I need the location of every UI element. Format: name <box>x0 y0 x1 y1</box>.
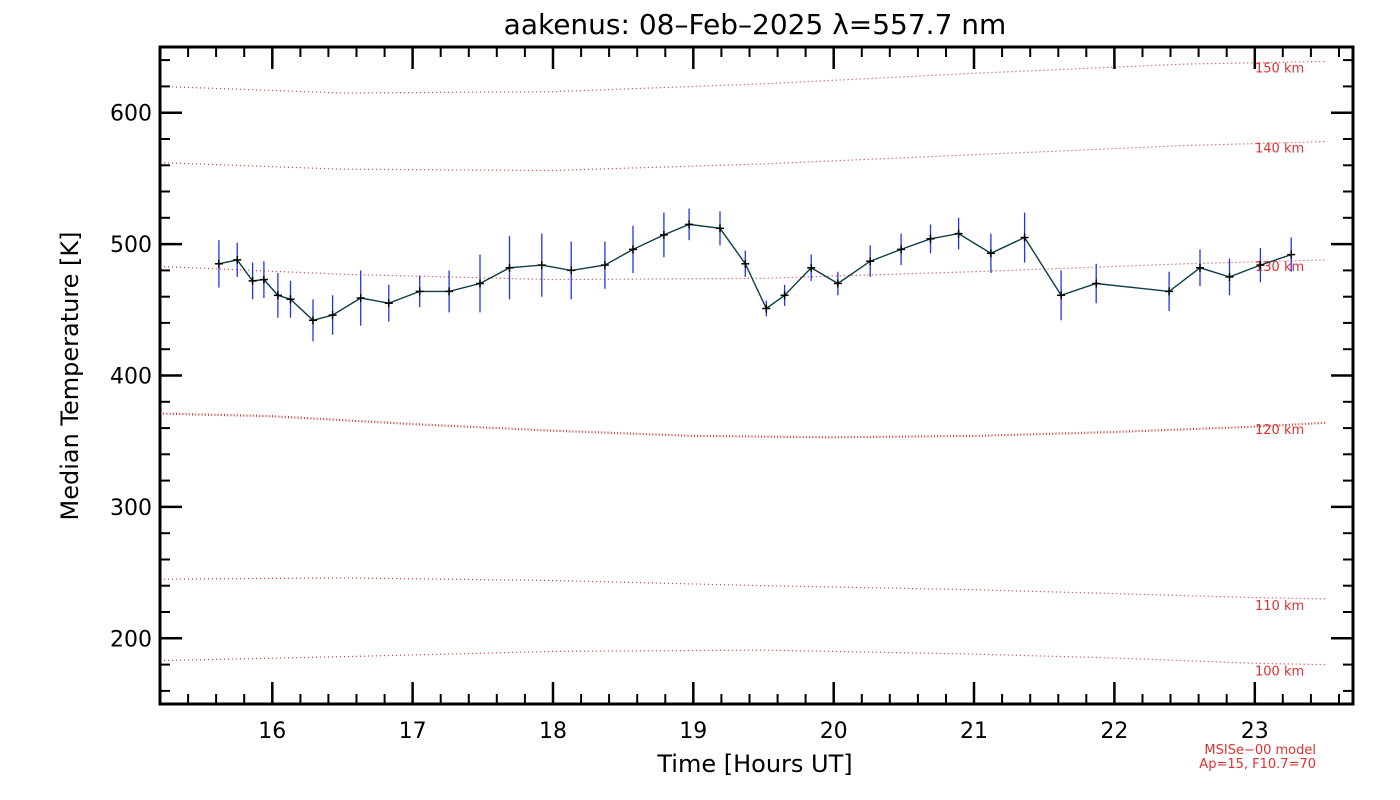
data-point <box>415 287 424 296</box>
data-point <box>476 279 484 288</box>
model-curve-150km <box>159 60 1325 94</box>
model-curve-130km <box>159 259 1325 281</box>
data-point <box>445 287 454 296</box>
model-curve-110km <box>159 577 1325 600</box>
model-curve-label: 130 km <box>1255 260 1304 275</box>
y-axis-label: Median Temperature [K] <box>56 231 84 520</box>
data-point <box>741 259 750 268</box>
data-point <box>897 245 906 254</box>
x-tick-label: 23 <box>1241 719 1269 744</box>
data-point <box>567 266 576 275</box>
data-point <box>248 276 257 285</box>
data-point <box>1256 261 1265 270</box>
model-curves: 100 km 110 km 120 km 130 km 140 km 150 km <box>159 60 1325 680</box>
x-tick-label: 22 <box>1100 719 1128 744</box>
data-point <box>1020 233 1029 242</box>
data-point <box>1092 279 1101 288</box>
model-curve-label: 120 km <box>1255 423 1304 438</box>
model-curve-label: 150 km <box>1255 62 1304 77</box>
data-point <box>537 261 546 270</box>
y-tick-label: 200 <box>110 627 152 652</box>
data-point <box>328 311 337 320</box>
data-point <box>356 294 365 302</box>
axis-ticks: 16 17 18 19 20 21 22 23 200 300 400 500 600 <box>110 47 1353 744</box>
data-point <box>833 279 842 288</box>
data-point <box>600 261 609 270</box>
x-tick-label: 17 <box>399 719 427 744</box>
x-tick-label: 20 <box>820 719 848 744</box>
series-line <box>218 223 1292 322</box>
x-tick-label: 18 <box>539 719 567 744</box>
y-tick-label: 600 <box>110 102 152 127</box>
data-point <box>505 263 514 272</box>
data-point <box>659 230 668 239</box>
data-point <box>1165 287 1174 296</box>
data-point <box>384 299 393 308</box>
model-params-note: Ap=15, F10.7=70 <box>1199 757 1316 772</box>
y-tick-label: 400 <box>110 365 152 390</box>
data-point <box>780 291 789 300</box>
data-series <box>214 208 1296 342</box>
data-point <box>1196 263 1204 272</box>
x-tick-label: 19 <box>679 719 707 744</box>
x-axis-label: Time [Hours UT] <box>656 750 852 778</box>
data-point <box>1057 291 1066 300</box>
model-curve-140km <box>159 141 1325 172</box>
x-tick-label: 21 <box>960 719 988 744</box>
model-curve-label: 110 km <box>1255 599 1304 614</box>
data-point <box>762 304 771 313</box>
x-tick-label: 16 <box>258 719 286 744</box>
y-tick-label: 300 <box>110 496 152 521</box>
model-curve-label: 140 km <box>1255 142 1304 157</box>
model-curve-label: 100 km <box>1255 665 1304 680</box>
data-point <box>807 263 816 272</box>
data-point <box>309 316 317 325</box>
data-point <box>214 259 223 268</box>
model-curve-100km <box>159 649 1325 666</box>
data-point <box>1225 272 1234 281</box>
data-point <box>685 220 694 229</box>
data-point <box>286 295 295 304</box>
model-note: MSISe−00 model <box>1204 743 1316 758</box>
data-point <box>259 275 268 284</box>
data-point <box>926 234 935 243</box>
plot-frame <box>158 45 1355 706</box>
data-point <box>273 291 282 300</box>
data-point <box>866 257 875 266</box>
data-point <box>1287 250 1296 259</box>
model-curve-120km <box>159 412 1325 439</box>
data-point <box>986 249 995 258</box>
data-point <box>954 229 963 238</box>
chart-title: aakenus: 08–Feb–2025 λ=557.7 nm <box>504 8 1007 41</box>
data-point <box>233 255 242 264</box>
data-point <box>629 245 637 254</box>
data-point <box>716 224 724 233</box>
y-tick-label: 500 <box>110 233 152 258</box>
